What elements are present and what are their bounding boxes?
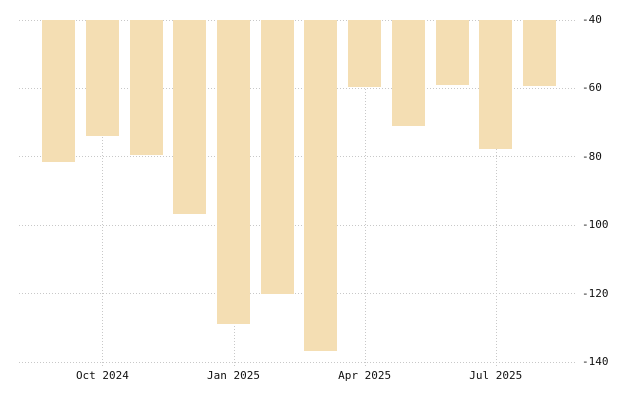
bar-sep-2024[interactable] <box>42 20 76 163</box>
y-tick-label--100: -100 <box>582 218 609 232</box>
y-tick-label--140: -140 <box>582 355 609 368</box>
bar-mar-2025[interactable] <box>304 20 338 351</box>
bar-apr-2025[interactable] <box>348 20 382 88</box>
y-tick-label--80: -80 <box>582 149 602 163</box>
y-tick-label--60: -60 <box>582 81 602 95</box>
h-gridline--140 <box>19 361 577 363</box>
bar-jun-2025[interactable] <box>435 20 469 86</box>
x-tick-label-jul-2025: Jul 2025 <box>469 368 523 382</box>
h-gridline--120 <box>19 293 577 295</box>
x-tick-label-oct-2024: Oct 2024 <box>75 368 129 382</box>
bar-jan-2025[interactable] <box>217 20 251 324</box>
y-tick-label--120: -120 <box>582 286 609 300</box>
bar-jul-2025[interactable] <box>479 20 513 150</box>
bar-feb-2025[interactable] <box>260 20 294 295</box>
y-tick-label--40: -40 <box>582 13 602 26</box>
bar-aug-2025[interactable] <box>522 20 556 87</box>
v-gridline-jul-2025 <box>495 19 497 366</box>
h-gridline--40 <box>19 19 577 21</box>
h-gridline--80 <box>19 156 577 158</box>
x-tick-label-apr-2025: Apr 2025 <box>338 368 392 382</box>
bar-oct-2024[interactable] <box>85 20 119 137</box>
v-gridline-oct-2024 <box>102 19 104 366</box>
v-gridline-apr-2025 <box>364 19 366 366</box>
h-gridline--60 <box>19 87 577 89</box>
bar-dec-2024[interactable] <box>173 20 207 215</box>
bar-may-2025[interactable] <box>391 20 425 127</box>
h-gridline--100 <box>19 224 577 226</box>
bar-nov-2024[interactable] <box>129 20 163 156</box>
x-tick-label-jan-2025: Jan 2025 <box>207 368 261 382</box>
